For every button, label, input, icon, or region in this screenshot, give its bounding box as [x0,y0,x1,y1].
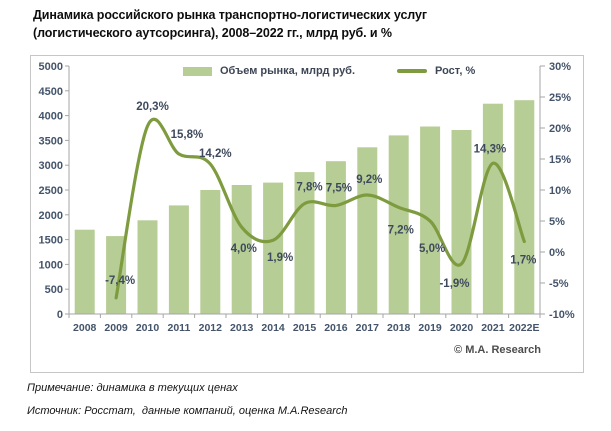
left-axis-tick-label: 2500 [39,185,63,197]
left-axis-tick-label: 5000 [39,61,63,73]
right-axis-tick-label: 30% [549,61,571,73]
x-axis-label: 2016 [324,322,348,334]
legend-bar-label: Объем рынка, млрд руб. [220,65,356,77]
data-label: 1,7% [510,255,536,267]
data-label: 14,2% [199,148,232,160]
chart-title-line1: Динамика российского рынка транспортно-л… [33,8,427,22]
data-label: 7,2% [388,224,414,236]
x-axis-label: 2014 [261,322,285,334]
growth-line [114,117,526,300]
data-label: 1,9% [267,252,293,264]
chart-title: Динамика российского рынка транспортно-л… [33,6,573,42]
chart-title-line2: (логистического аутсорсинга), 2008–2022 … [33,26,392,40]
chart-svg: 0 500 1000 1500 2000 2500 3000 3500 4000 4500 5000… [39,61,575,334]
legend-line-label: Рост, % [435,65,476,77]
x-axis-label: 2022E [509,322,539,334]
x-axis-label: 2008 [73,322,97,334]
left-axis-tick-label: 1000 [39,259,63,271]
left-axis-tick-label: 2000 [39,210,63,222]
bar [74,229,95,314]
x-axis-label: 2017 [356,322,380,334]
x-axis-label: 2010 [136,322,160,334]
data-label: 20,3% [136,101,169,113]
legend-line-swatch-icon [397,69,428,73]
data-label: 4,0% [231,243,257,255]
data-label: -1,9% [439,278,469,290]
chart-area: 0 500 1000 1500 2000 2500 3000 3500 4000 4500 5000… [30,55,584,373]
right-axis-tick-label: 10% [549,185,571,197]
left-axis-tick-label: 500 [45,284,63,296]
right-axis-tick-label: 20% [549,123,571,135]
bar [168,205,189,314]
data-label: 14,3% [474,143,507,155]
x-axis-label: 2009 [104,322,128,334]
right-axis-tick-label: 0% [549,247,565,259]
bar [137,220,158,314]
x-axis-label: 2018 [387,322,411,334]
x-axis-label: 2013 [230,322,254,334]
x-axis-label: 2021 [481,322,505,334]
right-axis-tick-label: 5% [549,216,565,228]
data-label: 7,8% [296,182,322,194]
bar [325,161,346,314]
x-axis-label: 2012 [199,322,223,334]
legend-bar-swatch-icon [183,66,212,76]
data-label: 9,2% [356,174,382,186]
source-text: Источник: Росстат, данные компаний, оцен… [27,405,348,417]
x-axis-label: 2015 [293,322,317,334]
right-axis-tick-label: -10% [549,309,575,321]
copyright-text: © M.A. Research [454,344,541,356]
data-label: 7,5% [326,183,352,195]
bar [263,182,284,314]
bar [106,236,127,314]
left-axis-tick-label: 3000 [39,160,63,172]
chart-legend: Объем рынка, млрд руб. Рост, % [183,65,475,77]
data-label: 5,0% [419,243,445,255]
bar [482,103,503,314]
right-axis-tick-label: 15% [549,154,571,166]
left-axis-tick-label: 4500 [39,86,63,98]
right-axis-tick-label: 25% [549,92,571,104]
bar [451,130,472,314]
data-label: 15,8% [171,129,204,141]
bar [200,190,221,314]
right-axis-tick-label: -5% [549,278,569,290]
x-axis-label: 2011 [168,322,191,334]
note-text: Примечание: динамика в текущих ценах [27,382,238,394]
bar [357,147,378,314]
data-label: -7,4% [105,275,135,287]
left-axis-tick-label: 3500 [39,135,63,147]
bar [514,100,535,314]
bar [388,135,409,314]
left-axis-tick-label: 0 [57,309,63,321]
x-axis-label: 2019 [418,322,442,334]
left-axis-tick-label: 4000 [39,111,63,123]
x-axis-label: 2020 [450,322,474,334]
left-axis-tick-label: 1500 [39,235,63,247]
